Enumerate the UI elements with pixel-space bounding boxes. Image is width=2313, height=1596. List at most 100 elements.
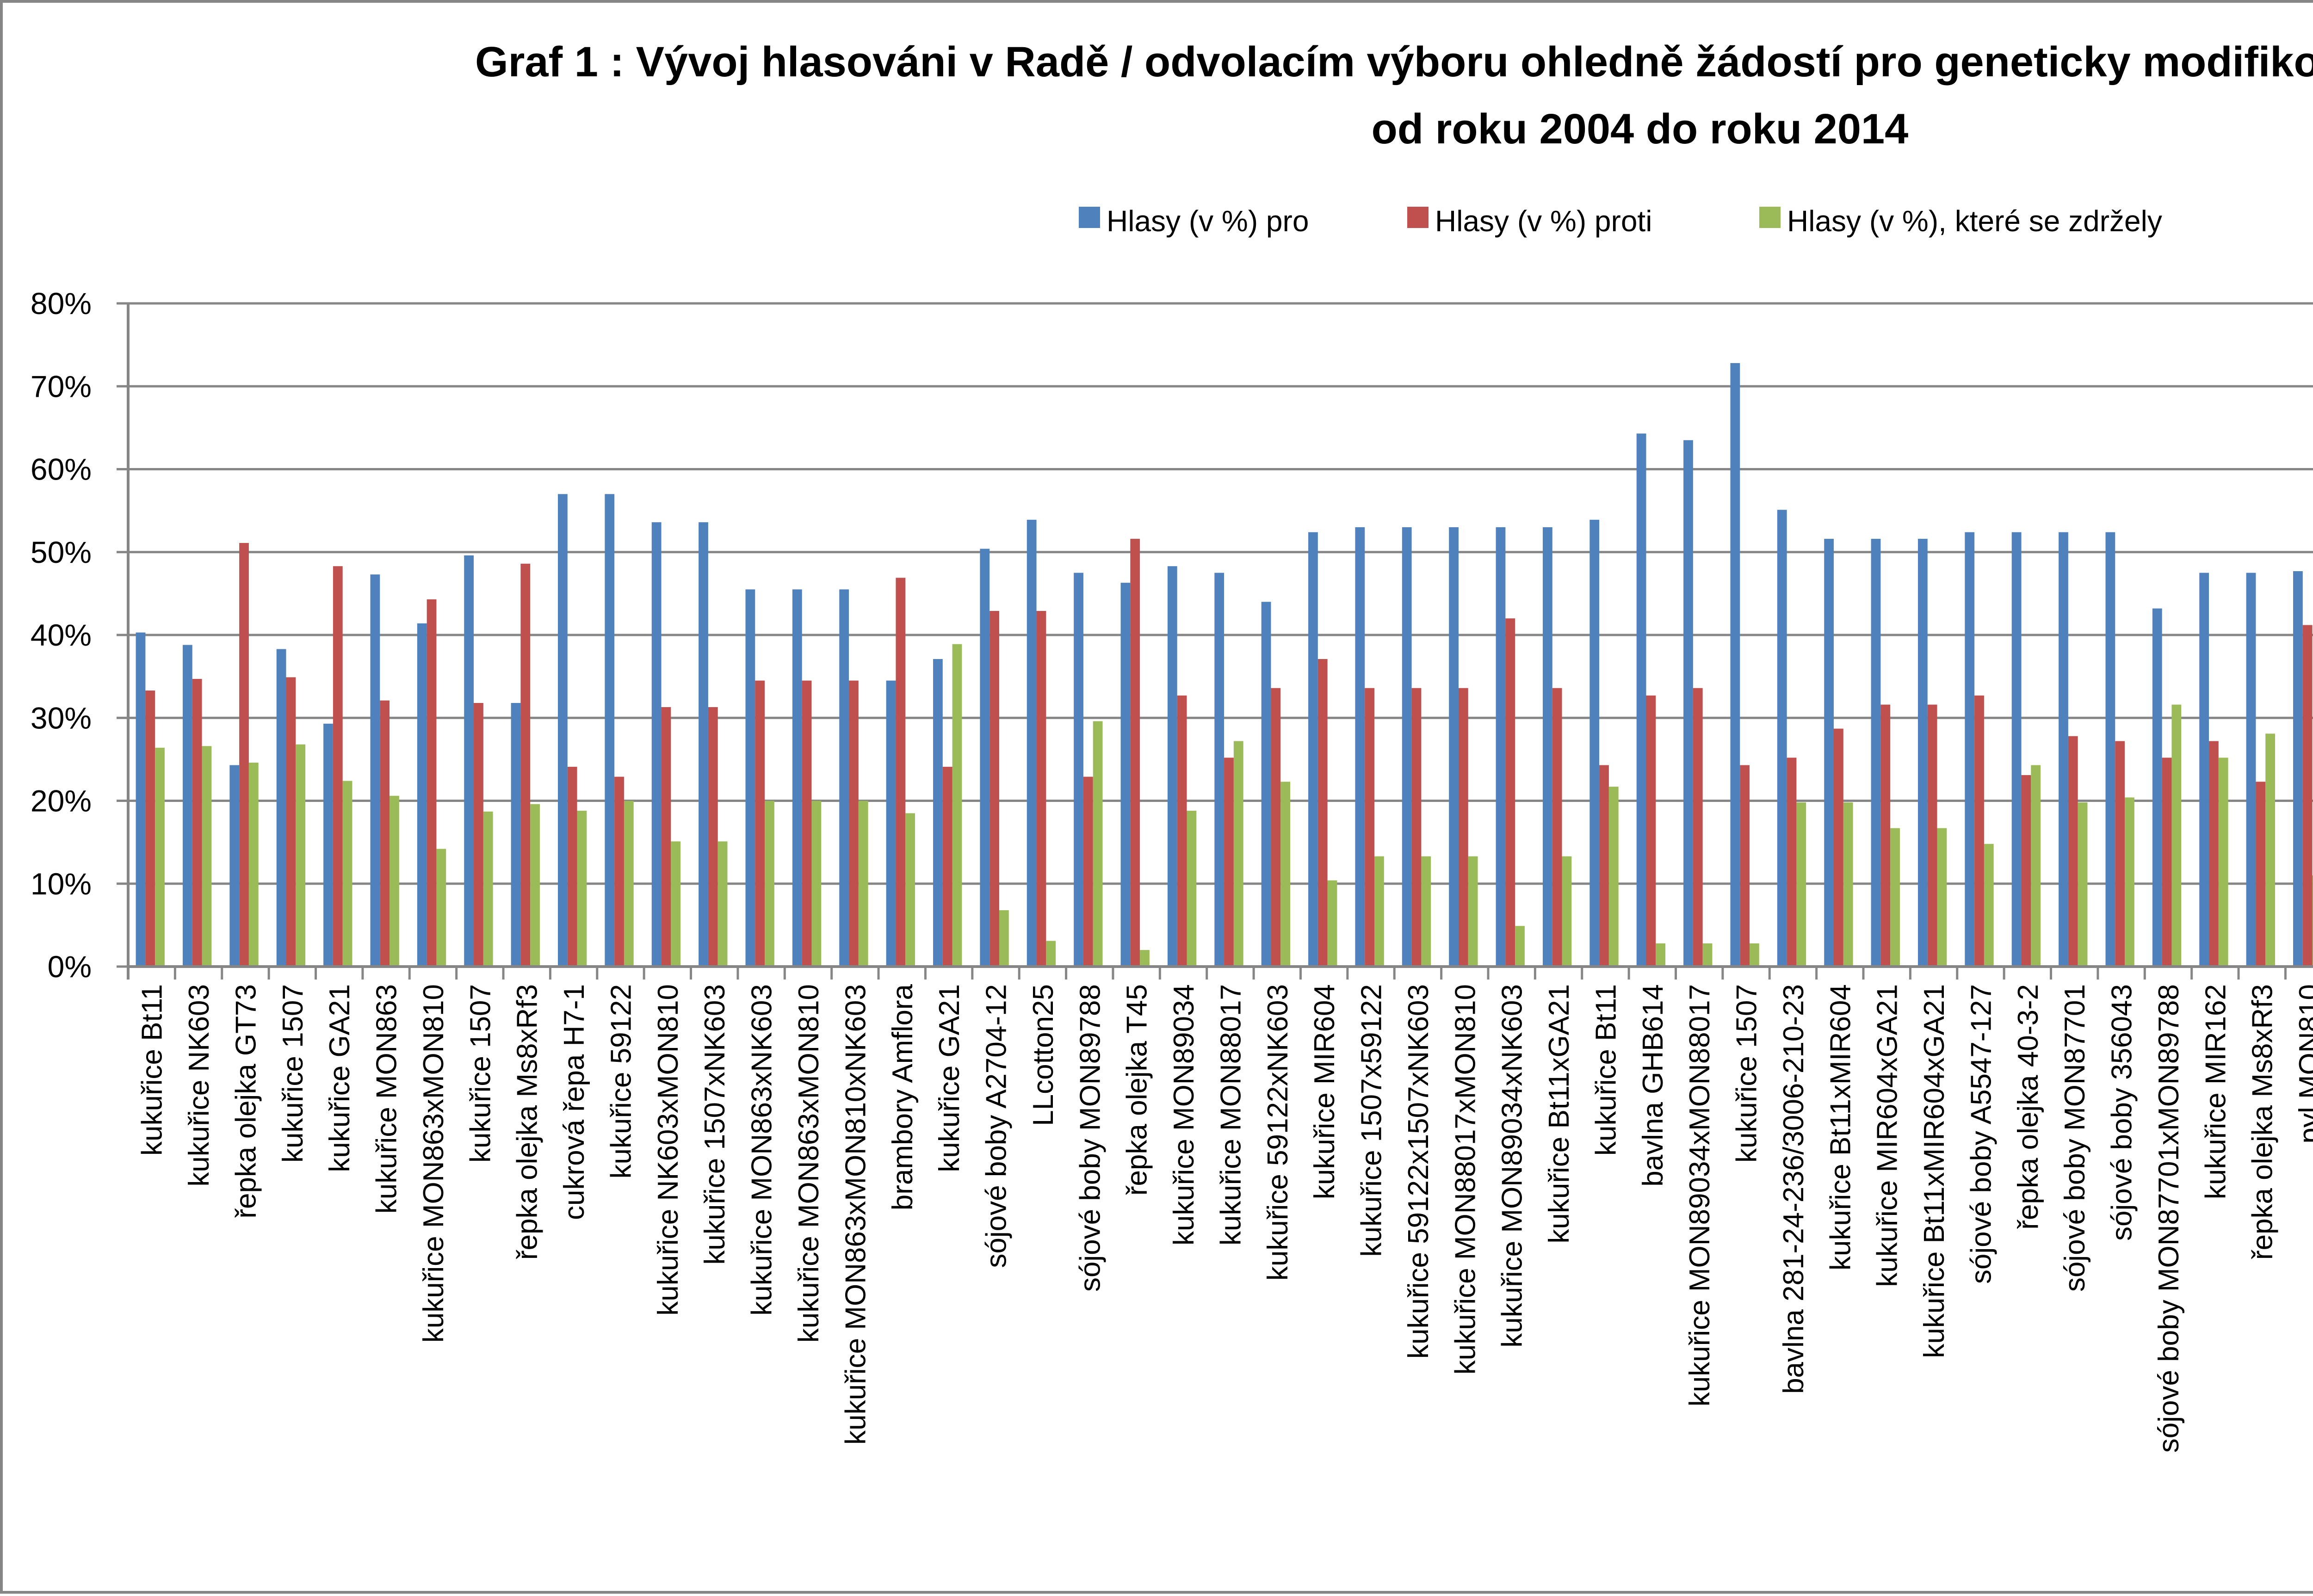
bar-zdrzely[interactable] [952,644,962,967]
bar-pro[interactable] [229,765,240,967]
bar-pro[interactable] [886,680,896,967]
bar-proti[interactable] [2115,741,2125,967]
bar-proti[interactable] [990,611,999,967]
bar-pro[interactable] [2105,532,2115,967]
bar-proti[interactable] [802,680,812,967]
bar-zdrzely[interactable] [1750,943,1759,967]
bar-proti[interactable] [1365,688,1375,967]
bar-proti[interactable] [286,677,296,967]
bar-proti[interactable] [192,679,202,967]
bar-pro[interactable] [1261,602,1271,967]
bar-zdrzely[interactable] [1656,943,1666,967]
bar-proti[interactable] [1177,695,1187,967]
bar-proti[interactable] [1130,539,1140,967]
bar-pro[interactable] [557,494,568,967]
bar-pro[interactable] [370,574,380,967]
bar-pro[interactable] [1074,573,1083,967]
bar-proti[interactable] [2068,736,2078,967]
bar-pro[interactable] [1965,532,1975,967]
bar-pro[interactable] [1917,539,1928,967]
bar-zdrzely[interactable] [717,841,728,967]
bar-proti[interactable] [474,702,483,967]
bar-proti[interactable] [2256,782,2266,967]
bar-zdrzely[interactable] [1796,802,1806,967]
bar-pro[interactable] [182,645,192,967]
bar-zdrzely[interactable] [624,801,634,967]
bar-proti[interactable] [2162,758,2172,967]
bar-proti[interactable] [145,690,155,967]
bar-pro[interactable] [2059,532,2068,967]
bar-zdrzely[interactable] [155,747,165,967]
bar-pro[interactable] [417,623,427,967]
bar-pro[interactable] [464,555,474,967]
bar-zdrzely[interactable] [1093,721,1103,967]
bar-zdrzely[interactable] [1421,856,1431,967]
legend-item-pro[interactable]: Hlasy (v %) pro [1079,204,1309,238]
bar-pro[interactable] [136,632,146,967]
bar-pro[interactable] [605,494,615,967]
bar-proti[interactable] [2302,625,2313,967]
bar-zdrzely[interactable] [858,801,868,967]
bar-zdrzely[interactable] [2218,758,2228,967]
bar-pro[interactable] [792,589,802,967]
bar-zdrzely[interactable] [671,841,681,967]
bar-pro[interactable] [1355,527,1365,967]
bar-zdrzely[interactable] [530,804,540,967]
bar-proti[interactable] [1224,758,1234,967]
bar-pro[interactable] [1589,519,1600,967]
bar-pro[interactable] [1120,583,1131,967]
bar-pro[interactable] [2011,532,2022,967]
bar-proti[interactable] [1036,611,1046,967]
bar-zdrzely[interactable] [2078,802,2088,967]
bar-zdrzely[interactable] [1280,782,1291,967]
bar-proti[interactable] [567,767,577,967]
bar-proti[interactable] [661,707,671,967]
bar-pro[interactable] [1167,566,1177,967]
bar-zdrzely[interactable] [202,746,212,967]
bar-pro[interactable] [1777,510,1787,967]
bar-proti[interactable] [942,767,952,967]
bar-proti[interactable] [708,707,718,967]
bar-pro[interactable] [2246,573,2256,967]
bar-proti[interactable] [2209,741,2219,967]
bar-pro[interactable] [2199,573,2209,967]
bar-proti[interactable] [1271,688,1281,967]
bar-pro[interactable] [839,589,849,967]
bar-zdrzely[interactable] [1327,880,1337,967]
bar-proti[interactable] [427,599,437,967]
bar-pro[interactable] [1308,532,1318,967]
bar-proti[interactable] [614,776,624,967]
bar-zdrzely[interactable] [1608,787,1619,967]
bar-pro[interactable] [1496,527,1506,967]
bar-proti[interactable] [333,566,343,967]
bar-proti[interactable] [1317,659,1328,967]
bar-proti[interactable] [239,543,249,967]
bar-zdrzely[interactable] [2265,733,2275,967]
bar-proti[interactable] [1787,758,1797,967]
bar-proti[interactable] [1646,695,1656,967]
bar-pro[interactable] [2293,571,2303,967]
bar-zdrzely[interactable] [999,910,1009,967]
bar-zdrzely[interactable] [2031,765,2041,967]
bar-proti[interactable] [520,563,531,967]
bar-zdrzely[interactable] [1140,950,1150,967]
bar-zdrzely[interactable] [1515,926,1525,967]
bar-pro[interactable] [1402,527,1412,967]
bar-zdrzely[interactable] [811,801,822,967]
bar-zdrzely[interactable] [1890,828,1900,967]
bar-zdrzely[interactable] [1468,856,1478,967]
bar-pro[interactable] [933,659,943,967]
bar-pro[interactable] [323,723,333,967]
bar-pro[interactable] [651,522,662,967]
bar-pro[interactable] [1871,539,1881,967]
bar-proti[interactable] [1693,688,1703,967]
bar-zdrzely[interactable] [1937,828,1947,967]
bar-proti[interactable] [1599,765,1609,967]
bar-pro[interactable] [1214,573,1225,967]
bar-pro[interactable] [1730,363,1740,967]
bar-pro[interactable] [276,649,286,967]
bar-pro[interactable] [511,702,521,967]
legend-item-zdrzely[interactable]: Hlasy (v %), které se zdržely [1759,204,2162,238]
bar-proti[interactable] [1505,618,1515,967]
bar-proti[interactable] [2021,775,2031,967]
